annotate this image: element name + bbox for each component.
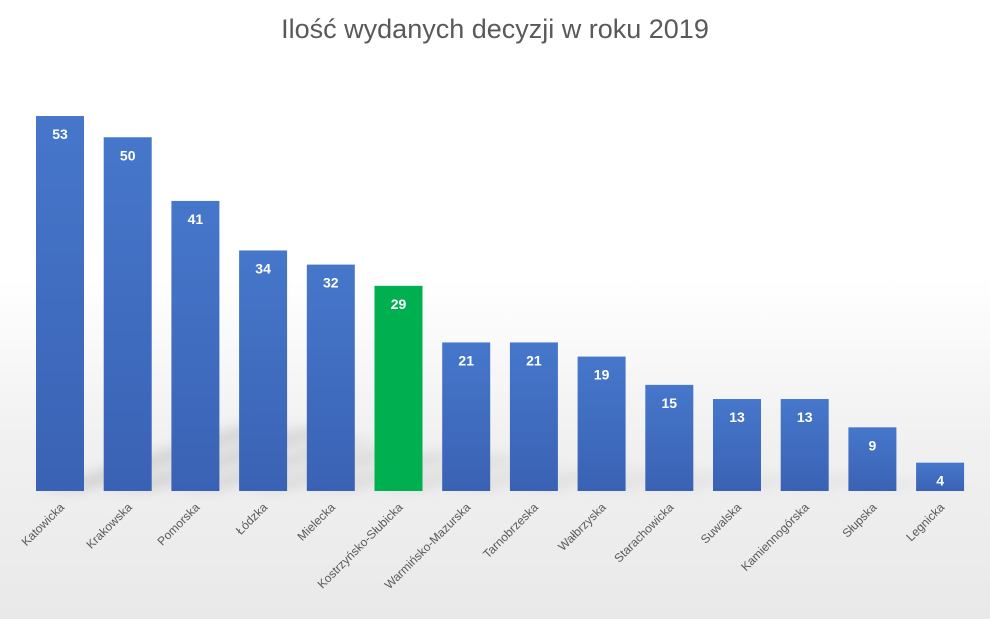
bar-4 bbox=[306, 264, 355, 491]
bar-2 bbox=[171, 200, 220, 492]
data-label: 53 bbox=[52, 126, 68, 142]
data-label: 21 bbox=[526, 352, 542, 368]
bar-8 bbox=[577, 356, 626, 491]
x-tick-label: Suwalska bbox=[698, 500, 744, 546]
x-tick-label: Tarnobrzeska bbox=[480, 500, 541, 561]
x-tick-label: Legnicka bbox=[903, 500, 947, 544]
bar-9 bbox=[645, 384, 694, 491]
bar-11 bbox=[780, 399, 829, 491]
x-tick-label: Krakowska bbox=[83, 500, 135, 552]
data-label: 50 bbox=[120, 147, 136, 163]
x-tick-label: Pomorska bbox=[154, 500, 202, 548]
bar-10 bbox=[713, 399, 761, 491]
data-label: 13 bbox=[797, 409, 813, 425]
data-label: 29 bbox=[391, 296, 407, 312]
bar-3 bbox=[239, 250, 288, 491]
data-label: 9 bbox=[869, 437, 877, 453]
data-label: 21 bbox=[458, 352, 474, 368]
bar-shadow bbox=[36, 425, 291, 491]
bar-13 bbox=[916, 462, 965, 491]
bar-6 bbox=[442, 342, 491, 491]
data-label: 4 bbox=[936, 473, 944, 489]
data-label: 19 bbox=[594, 367, 610, 383]
x-tick-label: Starachowicka bbox=[611, 500, 676, 565]
bar-5 bbox=[374, 285, 423, 491]
data-label: 41 bbox=[188, 211, 204, 227]
data-label: 34 bbox=[255, 260, 271, 276]
bar-12 bbox=[848, 427, 897, 491]
bar-0 bbox=[36, 116, 84, 492]
data-label: 13 bbox=[729, 409, 745, 425]
x-tick-label: Wałbrzyska bbox=[555, 500, 609, 554]
x-tick-label: Łódzka bbox=[233, 500, 270, 537]
bar-1 bbox=[103, 137, 152, 491]
bar-7 bbox=[509, 342, 558, 491]
x-tick-label: Słupska bbox=[839, 500, 879, 540]
data-label: 32 bbox=[323, 275, 339, 291]
chart-title: Ilość wydanych decyzji w roku 2019 bbox=[281, 14, 709, 44]
data-label: 15 bbox=[662, 395, 678, 411]
x-tick-label: Katowicka bbox=[19, 500, 68, 549]
x-tick-label: Kamiennogórska bbox=[738, 500, 812, 574]
x-tick-label: Mielecka bbox=[295, 500, 339, 544]
